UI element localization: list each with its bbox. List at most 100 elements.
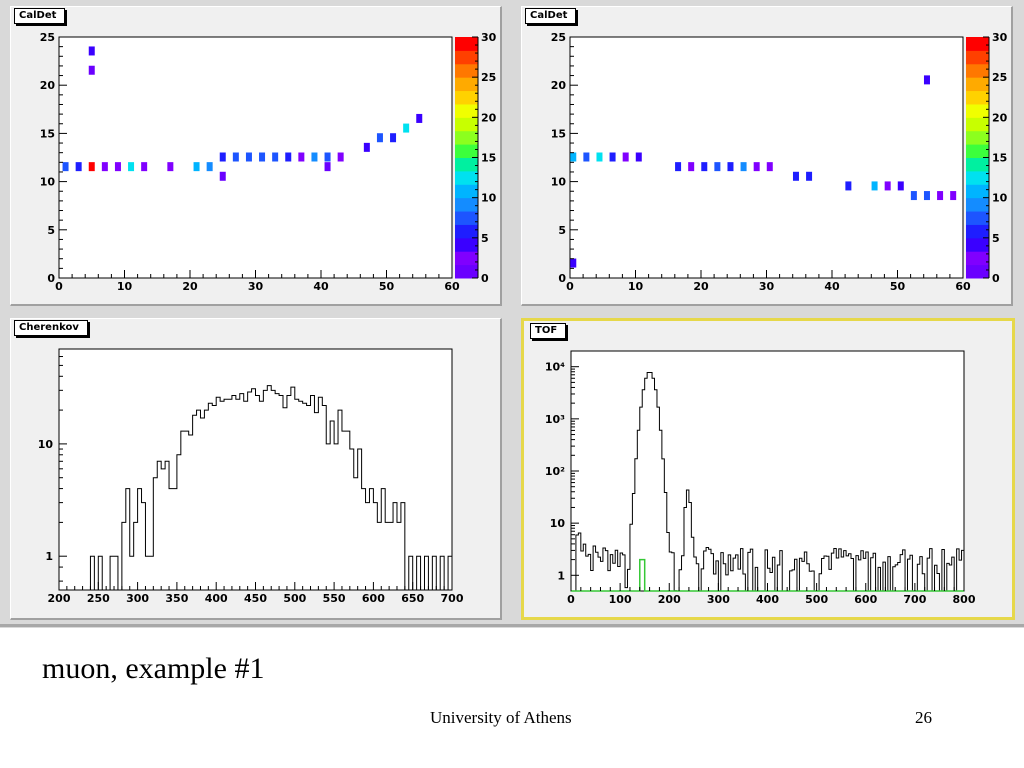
heatmap-cell xyxy=(245,152,252,162)
slide-page-number: 26 xyxy=(915,708,932,727)
y-tick-label: 10 xyxy=(550,517,566,530)
colorbar-segment xyxy=(966,197,989,212)
x-tick-label: 600 xyxy=(362,592,385,605)
x-tick-label: 250 xyxy=(87,592,110,605)
caldet-pad-top-left[interactable]: CalDet 0 10 20 30 40 50 60 0 5 10 15 20 25 0 5 10 15 20 25… xyxy=(10,6,502,306)
x-tick-label: 500 xyxy=(805,593,828,606)
y-tick-label: 25 xyxy=(551,31,566,44)
colorbar-segment xyxy=(455,237,478,252)
x-tick-label: 60 xyxy=(955,280,971,293)
heatmap-cell xyxy=(714,162,721,172)
root-canvas: CalDet 0 10 20 30 40 50 60 0 5 10 15 20 25 0 5 10 15 20 25… xyxy=(0,0,1024,628)
pad-title: TOF xyxy=(530,323,567,339)
x-tick-label: 350 xyxy=(165,592,188,605)
colorbar-tick-label: 10 xyxy=(992,192,1008,205)
y-tick-label: 10² xyxy=(545,465,565,478)
x-tick-label: 30 xyxy=(759,280,775,293)
caldet-heatmap-chart: 0 10 20 30 40 50 60 0 5 10 15 20 25 0 5 10 15 20 25 30 xyxy=(40,31,497,293)
y-tick-label: 15 xyxy=(551,127,566,140)
x-tick-label: 700 xyxy=(903,593,926,606)
heatmap-cell xyxy=(701,162,708,172)
pad-title: CalDet xyxy=(525,8,577,24)
heatmap-cell xyxy=(727,162,734,172)
pad-title: CalDet xyxy=(14,8,66,24)
colorbar-tick-label: 5 xyxy=(992,232,1000,245)
heatmap-cell xyxy=(416,113,423,123)
x-tick-label: 400 xyxy=(756,593,779,606)
x-tick-label: 200 xyxy=(48,592,71,605)
colorbar-tick-label: 20 xyxy=(481,111,497,124)
y-tick-label: 10⁴ xyxy=(545,361,565,374)
heatmap-cell xyxy=(740,162,747,172)
x-tick-label: 0 xyxy=(566,280,574,293)
heatmap-cell xyxy=(675,162,682,172)
heatmap-cell xyxy=(596,152,603,162)
y-tick-label: 25 xyxy=(40,31,55,44)
heatmap-cell xyxy=(570,152,577,162)
colorbar-tick-label: 5 xyxy=(481,232,489,245)
heatmap-cell xyxy=(376,133,383,143)
colorbar-tick-label: 30 xyxy=(992,31,1008,44)
heatmap-cell xyxy=(923,75,930,85)
colorbar-segment xyxy=(455,197,478,212)
colorbar-segment xyxy=(455,77,478,92)
heatmap-cell xyxy=(403,123,410,133)
colorbar-segment xyxy=(966,170,989,185)
colorbar-segment xyxy=(966,130,989,145)
heatmap-cell xyxy=(845,181,852,191)
heatmap-cell xyxy=(259,152,266,162)
colorbar-segment xyxy=(966,37,989,51)
heatmap-cell xyxy=(88,162,95,172)
heatmap-cell xyxy=(311,152,318,162)
pad-title: Cherenkov xyxy=(14,320,88,336)
heatmap-cell xyxy=(88,46,95,56)
heatmap-cell xyxy=(62,162,69,172)
heatmap-cell xyxy=(910,191,917,201)
colorbar-segment xyxy=(966,90,989,105)
y-tick-label: 10 xyxy=(551,176,567,189)
colorbar-tick-label: 30 xyxy=(481,31,497,44)
y-tick-label: 0 xyxy=(47,272,55,285)
x-tick-label: 20 xyxy=(693,280,709,293)
cherenkov-pad[interactable]: Cherenkov 200 250 300 350 400 450 500 550 600 650… xyxy=(10,318,502,620)
heatmap-cell xyxy=(871,181,878,191)
colorbar-tick-label: 0 xyxy=(481,272,489,285)
colorbar-segment xyxy=(966,224,989,239)
histogram-line xyxy=(89,385,453,591)
x-tick-label: 50 xyxy=(890,280,906,293)
x-tick-label: 800 xyxy=(953,593,976,606)
colorbar-segment xyxy=(455,37,478,51)
colorbar-tick-label: 15 xyxy=(992,152,1007,165)
heatmap-cell xyxy=(583,152,590,162)
colorbar-segment xyxy=(455,103,478,118)
y-tick-label: 5 xyxy=(558,224,566,237)
heatmap-cell xyxy=(792,171,799,181)
colorbar-tick-label: 25 xyxy=(992,71,1007,84)
heatmap-cell xyxy=(884,181,891,191)
heatmap-cell xyxy=(219,152,226,162)
colorbar-tick-label: 15 xyxy=(481,152,496,165)
heatmap-cell xyxy=(114,162,121,172)
x-tick-label: 0 xyxy=(55,280,63,293)
colorbar-segment xyxy=(966,264,989,279)
x-tick-label: 650 xyxy=(401,592,424,605)
colorbar-segment xyxy=(455,264,478,279)
heatmap-cell xyxy=(390,133,397,143)
caldet-heatmap-chart: 0 10 20 30 40 50 60 0 5 10 15 20 25 0 5 10 15 20 25 30 xyxy=(551,31,1008,293)
tof-pad[interactable]: TOF 0 100 200 300 400 500 600 700 800 1 10 10² 10³ 10… xyxy=(521,318,1015,620)
colorbar-segment xyxy=(966,117,989,132)
heatmap-cell xyxy=(609,152,616,162)
plot-frame xyxy=(569,36,964,279)
heatmap-cell xyxy=(88,65,95,75)
colorbar-segment xyxy=(455,170,478,185)
heatmap-cell xyxy=(141,162,148,172)
heatmap-cell xyxy=(363,142,370,152)
colorbar-segment xyxy=(455,184,478,199)
x-tick-label: 100 xyxy=(609,593,632,606)
caldet-pad-top-right[interactable]: CalDet 0 10 20 30 40 50 60 0 5 10 15 20 25 0 5 10 15 20 25… xyxy=(521,6,1013,306)
heatmap-cell xyxy=(272,152,279,162)
colorbar-segment xyxy=(966,237,989,252)
heatmap-cell xyxy=(688,162,695,172)
heatmap-cell xyxy=(897,181,904,191)
heatmap-cell xyxy=(635,152,642,162)
